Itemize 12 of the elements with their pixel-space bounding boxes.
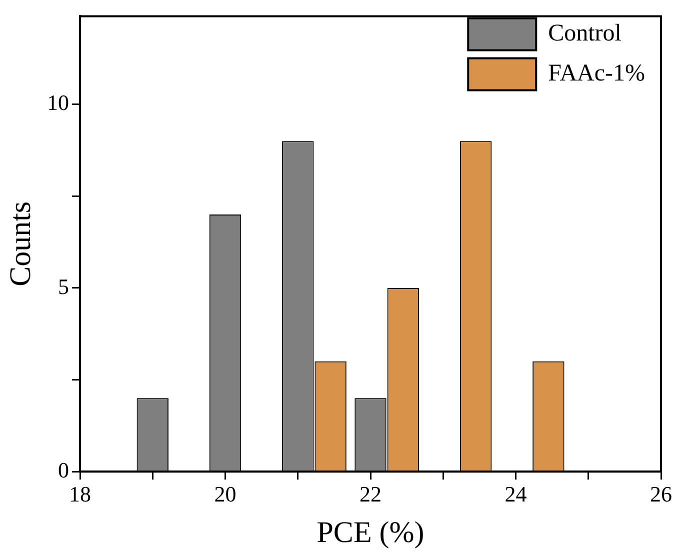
- legend-label: FAAc-1%: [548, 60, 646, 86]
- y-tick-label: 5: [58, 274, 69, 299]
- legend-label: Control: [548, 20, 622, 46]
- x-tick-label: 24: [504, 482, 527, 507]
- y-axis-title: Counts: [4, 201, 37, 286]
- x-tick-label: 18: [69, 482, 91, 507]
- x-tick-label: 22: [360, 482, 382, 507]
- x-tick-label: 26: [650, 482, 672, 507]
- x-tick-label: 20: [214, 482, 236, 507]
- y-tick-label: 0: [58, 457, 69, 482]
- y-tick-label: 10: [47, 90, 69, 116]
- x-axis-title: PCE (%): [316, 516, 424, 549]
